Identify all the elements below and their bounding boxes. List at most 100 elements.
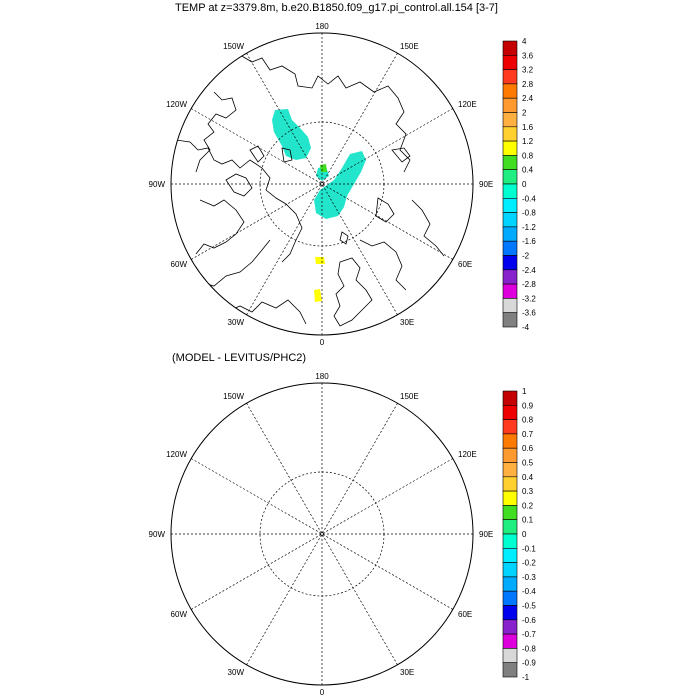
lon-label-180: 180 — [315, 372, 329, 381]
colorbar-tick-label: -1.6 — [522, 237, 536, 246]
colorbar-tick-label: -0.8 — [522, 209, 536, 218]
lon-label-90w: 90W — [149, 530, 166, 539]
colorbar-swatch — [502, 562, 518, 578]
colorbar-tick-label: -1.2 — [522, 223, 536, 232]
colorbar-swatch — [502, 519, 518, 535]
colorbar-tick-label: 1.6 — [522, 123, 534, 132]
colorbar-tick-label: -0.1 — [522, 544, 536, 553]
colorbar-tick-label: 2 — [522, 109, 527, 118]
lon-label-60e: 60E — [458, 260, 472, 269]
colorbar-tick-label: -0.2 — [522, 559, 536, 568]
colorbar-swatch — [502, 390, 518, 406]
colorbar-tick-label: 0.7 — [522, 430, 534, 439]
colorbar-swatch — [502, 198, 518, 213]
colorbar-swatch — [502, 40, 518, 56]
lon-label-30e: 30E — [400, 668, 414, 677]
top-polar-map: 180 150W 150E 120W 120E 90W 90E 60W 60E … — [149, 22, 494, 347]
anomaly-patch-yellow — [315, 257, 325, 264]
colorbar-swatch — [502, 505, 518, 520]
colorbar-swatch — [502, 140, 518, 156]
bottom-lon-labels: 180 150W 150E 120W 120E 90W 90E 60W 60E … — [149, 372, 494, 697]
colorbar-swatch — [502, 547, 518, 563]
colorbar-swatch — [502, 283, 518, 299]
lon-label-60e: 60E — [458, 610, 472, 619]
colorbar-tick-label: 1 — [522, 387, 527, 396]
colorbar-swatch — [502, 183, 518, 199]
lon-label-0: 0 — [320, 688, 325, 697]
colorbar-tick-label: 0 — [522, 180, 527, 189]
lon-label-150w: 150W — [223, 392, 244, 401]
anomaly-patch-yellow — [314, 289, 322, 302]
colorbar-tick-label: -0.6 — [522, 616, 536, 625]
colorbar-tick-label: -0.4 — [522, 587, 536, 596]
colorbar-tick-label: -0.5 — [522, 602, 536, 611]
colorbar-swatch — [502, 298, 518, 313]
lon-label-90e: 90E — [479, 530, 493, 539]
colorbar-swatch — [502, 54, 518, 70]
colorbar-tick-label: 0.8 — [522, 151, 534, 160]
colorbar-tick-label: 0.4 — [522, 473, 534, 482]
lon-label-30e: 30E — [400, 318, 414, 327]
colorbar-tick-label: -0.7 — [522, 630, 536, 639]
colorbar-tick-label: -0.4 — [522, 194, 536, 203]
colorbar-swatch — [502, 590, 518, 606]
colorbar-tick-label: 2.8 — [522, 80, 534, 89]
top-colorbar: 4 3.6 3.2 2.8 2.4 2 1.6 1.2 0.8 0.4 0 -0.4 -0.8 -1.2 -… — [502, 37, 536, 332]
colorbar-swatch — [502, 312, 518, 328]
colorbar-tick-label: -4 — [522, 323, 530, 332]
colorbar-tick-label: -2.4 — [522, 266, 536, 275]
colorbar-swatch — [502, 533, 518, 549]
colorbar-swatch — [502, 212, 518, 228]
colorbar-swatch — [502, 433, 518, 449]
lon-label-120w: 120W — [166, 450, 187, 459]
colorbar-swatch — [502, 476, 518, 492]
colorbar-swatch — [502, 490, 518, 506]
bottom-map-title: (MODEL - LEVITUS/PHC2) — [172, 352, 307, 364]
colorbar-swatch — [502, 255, 518, 271]
colorbar-swatch — [502, 169, 518, 185]
colorbar-swatch — [502, 269, 518, 285]
colorbar-tick-label: 2.4 — [522, 94, 534, 103]
colorbar-swatch — [502, 69, 518, 85]
colorbar-swatch — [502, 576, 518, 592]
colorbar-tick-label: -1 — [522, 673, 530, 682]
top-graticule — [171, 33, 473, 335]
colorbar-swatch — [502, 619, 518, 635]
colorbar-swatch — [502, 226, 518, 242]
colorbar-tick-label: 0.9 — [522, 401, 534, 410]
colorbar-swatch — [502, 83, 518, 99]
colorbar-swatch — [502, 155, 518, 170]
colorbar-tick-label: 1.2 — [522, 137, 534, 146]
colorbar-tick-label: -2 — [522, 252, 530, 261]
colorbar-tick-label: 0.2 — [522, 501, 534, 510]
colorbar-tick-label: -0.3 — [522, 573, 536, 582]
lon-label-150w: 150W — [223, 42, 244, 51]
colorbar-swatch — [502, 648, 518, 664]
lon-label-0: 0 — [320, 338, 325, 347]
lon-label-180: 180 — [315, 22, 329, 31]
lon-label-90w: 90W — [149, 180, 166, 189]
lon-label-90e: 90E — [479, 180, 493, 189]
colorbar-swatch — [502, 462, 518, 478]
colorbar-tick-label: 0.6 — [522, 444, 534, 453]
colorbar-swatch — [502, 419, 518, 435]
lon-label-150e: 150E — [400, 392, 419, 401]
top-lon-labels: 180 150W 150E 120W 120E 90W 90E 60W 60E … — [149, 22, 494, 347]
colorbar-tick-label: 0.1 — [522, 516, 534, 525]
top-coastlines — [175, 54, 445, 327]
colorbar-swatch — [502, 633, 518, 649]
colorbar-tick-label: 4 — [522, 37, 527, 46]
bottom-polar-map: 180 150W 150E 120W 120E 90W 90E 60W 60E … — [149, 372, 494, 697]
bottom-graticule — [171, 383, 473, 685]
colorbar-tick-label: -3.2 — [522, 294, 536, 303]
colorbar-tick-label: 0.3 — [522, 487, 534, 496]
colorbar-swatch — [502, 112, 518, 128]
lon-label-120e: 120E — [458, 450, 477, 459]
anomaly-patch-cyan — [272, 109, 311, 160]
anomaly-patch-cyan — [314, 151, 366, 219]
colorbar-tick-label: -2.8 — [522, 280, 536, 289]
colorbar-tick-label: -0.9 — [522, 659, 536, 668]
colorbar-tick-label: -0.8 — [522, 644, 536, 653]
lon-label-120w: 120W — [166, 100, 187, 109]
